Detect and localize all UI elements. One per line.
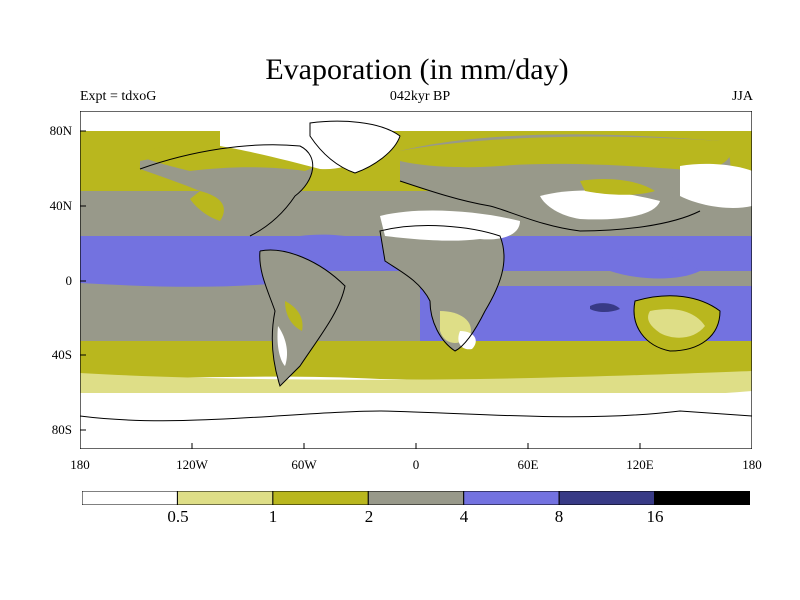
lon-label-0: 0 (412, 457, 420, 472)
axis-ticks (80, 130, 641, 449)
colorbar-box-4 (463, 491, 560, 505)
experiment-label: Expt = tdxoG (80, 89, 157, 104)
colorbar-label-0-5: 0.5 (167, 507, 189, 526)
asia-yellow (580, 179, 655, 195)
colorbar-label-2: 2 (364, 507, 374, 526)
lon-label-120w: 120W (176, 457, 208, 472)
africa (380, 225, 505, 351)
colorbar-label-8: 8 (554, 507, 564, 526)
colorbar-box-6 (654, 491, 750, 505)
season-label: JJA (731, 89, 753, 104)
siberia-yellow (400, 136, 731, 171)
lat-label-80s: 80S (51, 422, 72, 437)
sahara-white (380, 210, 520, 241)
lon-label-180e: 180 (742, 457, 762, 472)
map-title: Evaporation (in mm/day) (265, 53, 569, 86)
lon-label-180w: 180 (70, 457, 90, 472)
colorbar-label-16: 16 (646, 507, 664, 526)
lon-label-60w: 60W (291, 457, 317, 472)
andes-white (277, 326, 288, 366)
lat-label-40n: 40N (49, 198, 72, 213)
antarctic-band (80, 393, 752, 449)
evaporation-map (80, 111, 752, 449)
maritime-continent (600, 249, 700, 279)
colorbar-box-1 (176, 491, 274, 505)
colorbar-box-2 (272, 491, 369, 505)
sa-yellow (285, 301, 303, 331)
ne-asia-white (680, 163, 752, 208)
lat-label-80n: 80N (49, 123, 72, 138)
colorbar (82, 491, 750, 505)
pacific-tropics (80, 238, 280, 287)
colorbar-box-5 (558, 491, 656, 505)
atlantic-tropics (300, 234, 400, 262)
lon-label-120e: 120E (626, 457, 654, 472)
greenland (310, 121, 400, 173)
southern-yellow-band (80, 341, 752, 383)
lon-label-60e: 60E (517, 457, 539, 472)
colorbar-box-0 (82, 491, 178, 505)
colorbar-label-1: 1 (268, 507, 278, 526)
lat-label-0: 0 (65, 273, 73, 288)
period-label: 042kyr BP (389, 89, 451, 104)
colorbar-label-4: 4 (459, 507, 469, 526)
lat-label-40s: 40S (51, 347, 72, 362)
indian-ocean-dark (590, 303, 620, 312)
west-na-yellow (190, 191, 224, 221)
coastlines (80, 120, 752, 422)
australia-inner (648, 309, 705, 338)
southern-pale-band (80, 371, 752, 398)
central-asia-white (540, 190, 660, 220)
colorbar-box-3 (367, 491, 465, 505)
